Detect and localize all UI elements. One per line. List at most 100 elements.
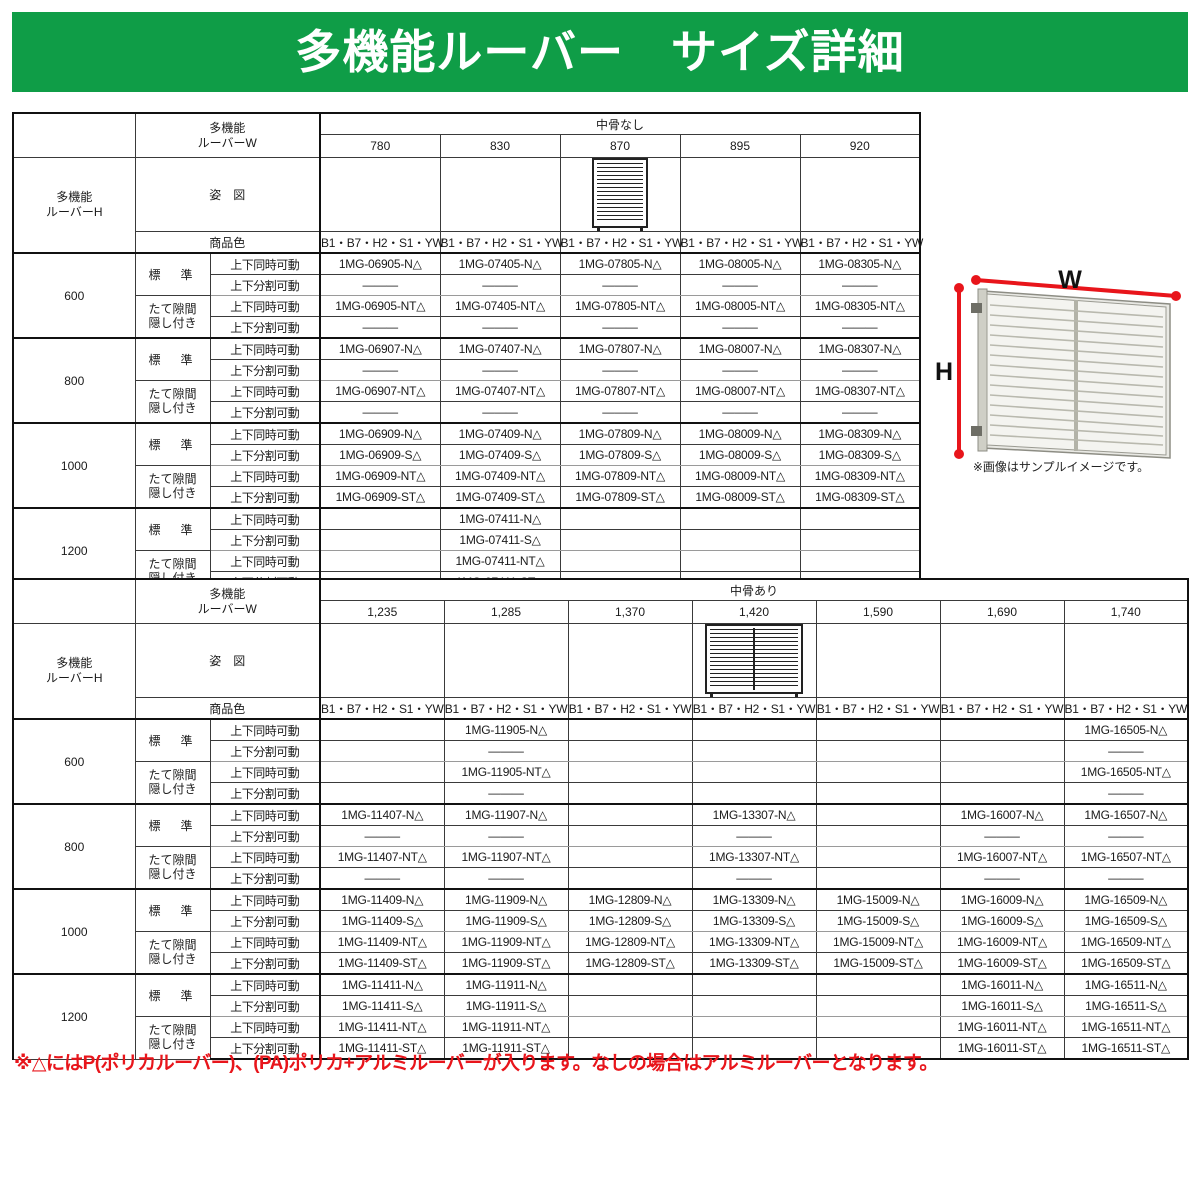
- product-code-cell: ―――: [679, 316, 801, 339]
- width-header-780: 780: [319, 134, 441, 158]
- table-row: 上下分割可動 1MG-11409-ST△ 1MG-11909-ST△ 1MG-1280…: [13, 952, 1190, 975]
- product-code-cell: [567, 740, 693, 762]
- product-code-cell: 1MG-13309-S△: [691, 910, 817, 932]
- product-code-cell: [567, 718, 693, 741]
- product-code-cell: [815, 1037, 941, 1060]
- product-code-cell: 1MG-13307-N△: [691, 803, 817, 826]
- product-code-cell: [939, 740, 1065, 762]
- product-code-cell: 1MG-08309-NT△: [799, 465, 922, 487]
- product-code-cell: ―――: [559, 359, 681, 381]
- height-value-600: 600: [12, 252, 136, 339]
- kind-hidden-gap: たて隙間隠し付き: [134, 380, 211, 424]
- h-dimension-arrow: [954, 283, 964, 459]
- product-code-cell: ―――: [1063, 782, 1190, 805]
- product-code-cell: [815, 761, 941, 783]
- table-row: たて隙間 隠し付き 上下同時可動 1MG-11409-NT△ 1MG-11909-NT△…: [13, 931, 1190, 975]
- header-row-shape: 多機能 ルーバーH 姿 図: [12, 623, 1190, 720]
- product-code-cell: 1MG-08005-N△: [679, 252, 801, 275]
- group-title: 中骨なし: [318, 112, 922, 135]
- product-code-cell: [559, 529, 681, 551]
- motion-label: 上下同時可動: [209, 888, 321, 911]
- product-code-cell: 1MG-16505-N△: [1063, 718, 1190, 741]
- product-code-cell: 1MG-08007-NT△: [679, 380, 801, 402]
- product-code-cell: [815, 803, 941, 826]
- product-code-cell: [815, 825, 941, 847]
- color-value-1,420: B1・B7・H2・S1・YW: [691, 697, 817, 720]
- w-label: W: [1058, 266, 1082, 294]
- width-header-1,690: 1,690: [939, 600, 1065, 624]
- width-header-830: 830: [439, 134, 561, 158]
- product-code-cell: [319, 740, 445, 762]
- product-code-cell: 1MG-16505-NT△: [1063, 761, 1190, 783]
- motion-label: 上下同時可動: [209, 846, 321, 868]
- product-code-cell: 1MG-16009-N△: [939, 888, 1065, 911]
- product-code-cell: 1MG-11911-S△: [443, 995, 569, 1017]
- kind-standard: 標 準: [134, 422, 211, 466]
- product-code-cell: [939, 782, 1065, 805]
- product-code-cell: [567, 995, 693, 1017]
- product-code-cell: 1MG-16511-NT△: [1063, 1016, 1190, 1038]
- product-code-cell: ―――: [319, 274, 441, 296]
- product-code-cell: 1MG-07409-ST△: [439, 486, 561, 509]
- table-row: 上下分割可動 1MG-11409-S△ 1MG-11909-S△ 1MG-12809-…: [13, 910, 1190, 932]
- product-code-cell: 1MG-07807-N△: [559, 337, 681, 360]
- motion-label: 上下同時可動: [209, 507, 321, 530]
- product-code-cell: 1MG-12809-S△: [567, 910, 693, 932]
- motion-label: 上下分割可動: [209, 867, 321, 890]
- table-row: 1200 標 準上下同時可動 1MG-07411-N△: [12, 507, 922, 594]
- product-code-cell: [567, 782, 693, 805]
- header-row-widths: 780 830 870 895 920: [13, 134, 922, 158]
- product-code-cell: ―――: [939, 825, 1065, 847]
- product-code-cell: [815, 995, 941, 1017]
- table-row: たて隙間 隠し付き 上下同時可動 1MG-11905-NT△ 1MG-16505-NT△: [13, 761, 1190, 805]
- width-header-label: 多機能 ルーバーW: [134, 112, 321, 158]
- color-value-830: B1・B7・H2・S1・YW: [439, 231, 563, 254]
- product-code-cell: ―――: [799, 316, 922, 339]
- product-code-cell: 1MG-07411-NT△: [439, 550, 561, 572]
- motion-label: 上下分割可動: [209, 910, 321, 932]
- product-code-cell: 1MG-08005-NT△: [679, 295, 801, 317]
- product-code-cell: ―――: [1063, 825, 1190, 847]
- kind-hidden-gap: たて隙間隠し付き: [134, 465, 211, 509]
- product-code-cell: [691, 1037, 817, 1060]
- product-code-cell: ―――: [319, 401, 441, 424]
- product-code-cell: 1MG-16511-ST△: [1063, 1037, 1190, 1060]
- product-code-cell: 1MG-07405-N△: [439, 252, 561, 275]
- product-code-cell: 1MG-08305-N△: [799, 252, 922, 275]
- height-value-800: 800: [12, 337, 136, 424]
- product-code-cell: [319, 782, 445, 805]
- product-code-cell: 1MG-16011-S△: [939, 995, 1065, 1017]
- product-code-cell: 1MG-06907-NT△: [319, 380, 441, 402]
- product-code-cell: [567, 973, 693, 996]
- height-value-600: 600: [12, 718, 136, 805]
- product-code-cell: 1MG-16009-ST△: [939, 952, 1065, 975]
- table-row: たて隙間 隠し付き 上下同時可動 1MG-06909-NT△ 1MG-07409-NT△…: [13, 465, 922, 509]
- product-code-cell: [691, 761, 817, 783]
- product-code-cell: 1MG-07409-NT△: [439, 465, 561, 487]
- product-code-cell: 1MG-16507-NT△: [1063, 846, 1190, 868]
- product-code-cell: 1MG-08009-ST△: [679, 486, 801, 509]
- product-code-cell: ―――: [679, 401, 801, 424]
- table-row: 1200 標 準上下同時可動 1MG-11411-N△ 1MG-11911-N△ 1MG…: [12, 973, 1190, 1060]
- product-code-cell: 1MG-11907-NT△: [443, 846, 569, 868]
- product-code-cell: [319, 529, 441, 551]
- product-code-cell: 1MG-13309-NT△: [691, 931, 817, 953]
- shape-cell-870: [559, 157, 681, 232]
- product-code-cell: 1MG-08307-N△: [799, 337, 922, 360]
- product-code-cell: [567, 867, 693, 890]
- shape-cell-1,590: [815, 623, 941, 698]
- color-value-1,590: B1・B7・H2・S1・YW: [815, 697, 941, 720]
- product-code-cell: [567, 803, 693, 826]
- motion-label: 上下分割可動: [209, 401, 321, 424]
- product-code-cell: [815, 740, 941, 762]
- motion-label: 上下同時可動: [209, 252, 321, 275]
- motion-label: 上下同時可動: [209, 803, 321, 826]
- product-code-cell: [559, 507, 681, 530]
- product-code-cell: 1MG-11409-ST△: [319, 952, 445, 975]
- product-code-cell: ―――: [1063, 867, 1190, 890]
- product-code-cell: [567, 1016, 693, 1038]
- product-code-cell: 1MG-06905-N△: [319, 252, 441, 275]
- product-code-cell: 1MG-11411-NT△: [319, 1016, 445, 1038]
- product-code-cell: 1MG-11911-ST△: [443, 1037, 569, 1060]
- louver-shape-icon: [705, 624, 803, 697]
